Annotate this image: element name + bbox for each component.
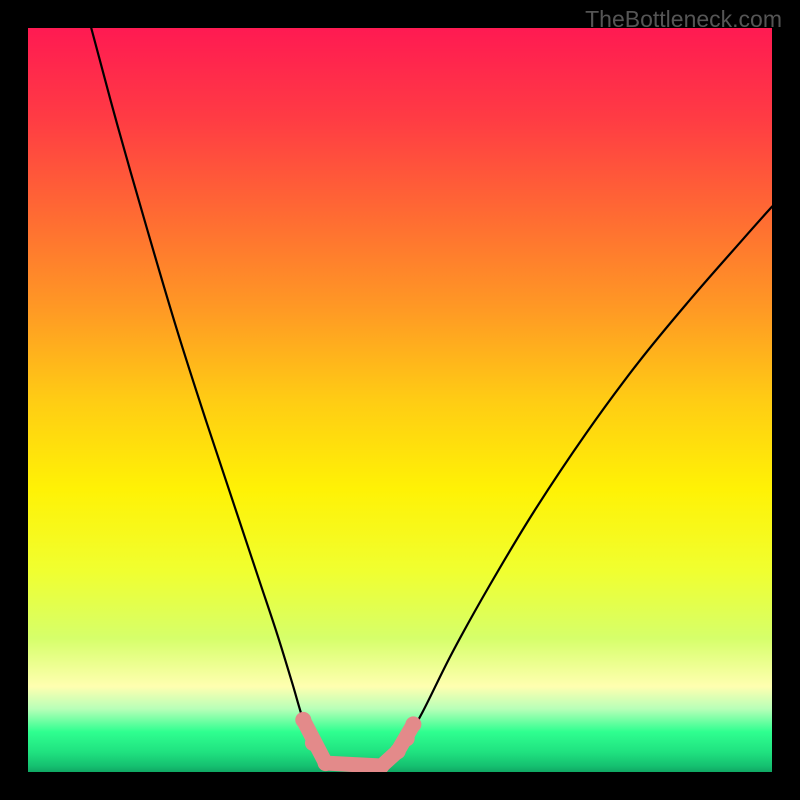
chart-container: TheBottleneck.com bbox=[0, 0, 800, 800]
watermark-text: TheBottleneck.com bbox=[585, 6, 782, 33]
bottleneck-chart bbox=[0, 0, 800, 800]
chart-background bbox=[28, 28, 772, 772]
